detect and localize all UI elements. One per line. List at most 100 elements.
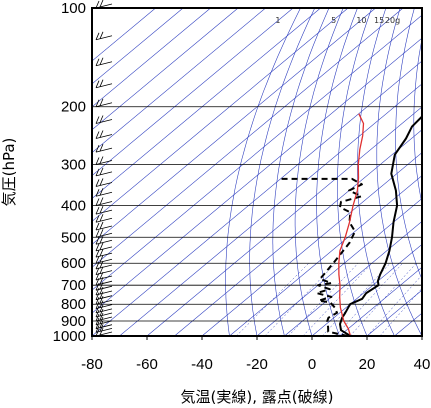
y-axis-label: 気圧(hPa)	[0, 138, 18, 207]
wind-barb-flag	[99, 327, 104, 336]
wind-barb-flag	[99, 167, 104, 176]
wind-barb-flag	[95, 237, 100, 245]
wind-barb-flag	[95, 99, 100, 107]
wind-barb-shaft	[95, 239, 113, 245]
wind-barb-flag	[99, 312, 104, 321]
mixing-ratio-line	[349, 263, 417, 336]
mixing-ratio-label: 5	[331, 16, 336, 25]
wind-barb-shaft	[95, 102, 113, 108]
wind-barb-shaft	[95, 312, 113, 318]
wind-barb-flag	[95, 32, 100, 40]
y-tick-label: 900	[61, 313, 86, 330]
wind-barb-flag	[99, 249, 104, 257]
isotherm-line	[229, 175, 422, 336]
wind-barb-shaft	[95, 316, 113, 322]
wind-barb-flag	[95, 325, 100, 333]
wind-barb-flag	[95, 321, 100, 329]
wind-barb-flag	[99, 221, 104, 230]
wind-barb-shaft	[95, 191, 113, 197]
wind-barb-shaft	[95, 225, 113, 231]
wind-barb-flag	[99, 188, 104, 196]
dry-adiabat-line	[316, 8, 358, 336]
wind-barb-shaft	[95, 264, 113, 270]
mixing-ratio-line	[302, 263, 373, 336]
wind-barb-flag	[95, 198, 100, 206]
mixing-ratio-line	[367, 274, 422, 336]
wind-barb-shaft	[95, 252, 113, 258]
y-tick-label: 100	[61, 0, 86, 17]
isotherm-line	[201, 152, 422, 336]
x-tick-label: -60	[136, 356, 158, 373]
x-tick-label: -80	[81, 356, 103, 373]
wind-barb-shaft	[95, 147, 113, 153]
wind-barb-flag	[95, 297, 100, 305]
wind-barb-shaft	[95, 61, 113, 67]
wind-barb-shaft	[95, 275, 113, 281]
wind-barb-flag	[99, 79, 104, 87]
wind-barb-shaft	[95, 328, 113, 333]
wind-barb-flag	[99, 296, 104, 304]
wind-barb-shaft	[95, 285, 113, 291]
mixing-ratio-line	[379, 288, 422, 336]
mixing-ratio-line	[322, 263, 391, 336]
wind-barb-shaft	[95, 270, 113, 276]
wind-barb-flag	[95, 215, 100, 223]
wind-barb-flag	[95, 309, 100, 318]
wind-barb-flag	[95, 328, 100, 337]
wind-barb-flag	[99, 0, 104, 8]
wind-barb-flag	[99, 156, 104, 164]
wind-barb-flag	[95, 256, 100, 264]
wind-barbs	[95, 0, 113, 337]
x-tick-label: -20	[246, 356, 268, 373]
isotherm-line	[92, 8, 184, 85]
wind-barb-shaft	[95, 171, 113, 177]
x-tick-label: 40	[414, 356, 431, 373]
wind-barb-shaft	[95, 324, 113, 330]
wind-barb-flag	[95, 301, 100, 309]
isotherm-line	[92, 8, 239, 131]
wind-barb-flag	[95, 80, 100, 88]
wind-barb-flag	[99, 197, 104, 205]
wind-barb-shaft	[95, 160, 113, 165]
isotherm-line	[92, 8, 321, 199]
wind-barb-flag	[95, 313, 100, 322]
isotherm-line	[421, 335, 422, 336]
wind-barb-flag	[99, 320, 104, 328]
isotherm-line	[174, 129, 422, 336]
y-tick-label: 700	[61, 277, 86, 294]
x-axis-label: 気温(実線), 露点(破線)	[181, 388, 334, 406]
wind-barb-flag	[99, 143, 104, 152]
wind-barb-flag	[95, 0, 100, 9]
isotherm-line	[92, 60, 422, 336]
parcel-curve	[338, 113, 365, 336]
mixing-ratio-label: 10	[356, 16, 366, 25]
wind-barb-shaft	[95, 209, 113, 215]
wind-barb-shaft	[95, 308, 113, 314]
isotherm-line	[339, 266, 422, 336]
wind-barb-shaft	[95, 299, 113, 305]
wind-barb-flag	[95, 305, 100, 314]
wind-barb-shaft	[95, 258, 113, 264]
mixing-ratio-label: 15	[374, 16, 384, 25]
wind-barb-flag	[99, 324, 104, 332]
wind-barb-shaft	[95, 217, 113, 223]
isotherm-line	[92, 8, 294, 176]
mixing-ratio-label: 1	[275, 16, 280, 25]
wind-barb-flag	[99, 260, 104, 269]
wind-barb-flag	[99, 316, 104, 325]
y-tick-label: 200	[61, 99, 86, 116]
y-tick-label: 600	[61, 255, 86, 272]
wind-barb-flag	[95, 58, 100, 66]
wind-barb-shaft	[95, 304, 113, 309]
wind-barb-shaft	[95, 83, 113, 89]
wind-barb-flag	[95, 144, 100, 153]
wind-barb-flag	[95, 317, 100, 326]
series-layer	[280, 113, 422, 336]
wind-barb-flag	[99, 115, 104, 123]
y-tick-label: 800	[61, 296, 86, 313]
isotherm-line	[92, 8, 266, 154]
wind-barb-flag	[99, 214, 104, 222]
dry-adiabat-line	[357, 8, 395, 336]
dry-adiabat-line	[225, 8, 301, 336]
